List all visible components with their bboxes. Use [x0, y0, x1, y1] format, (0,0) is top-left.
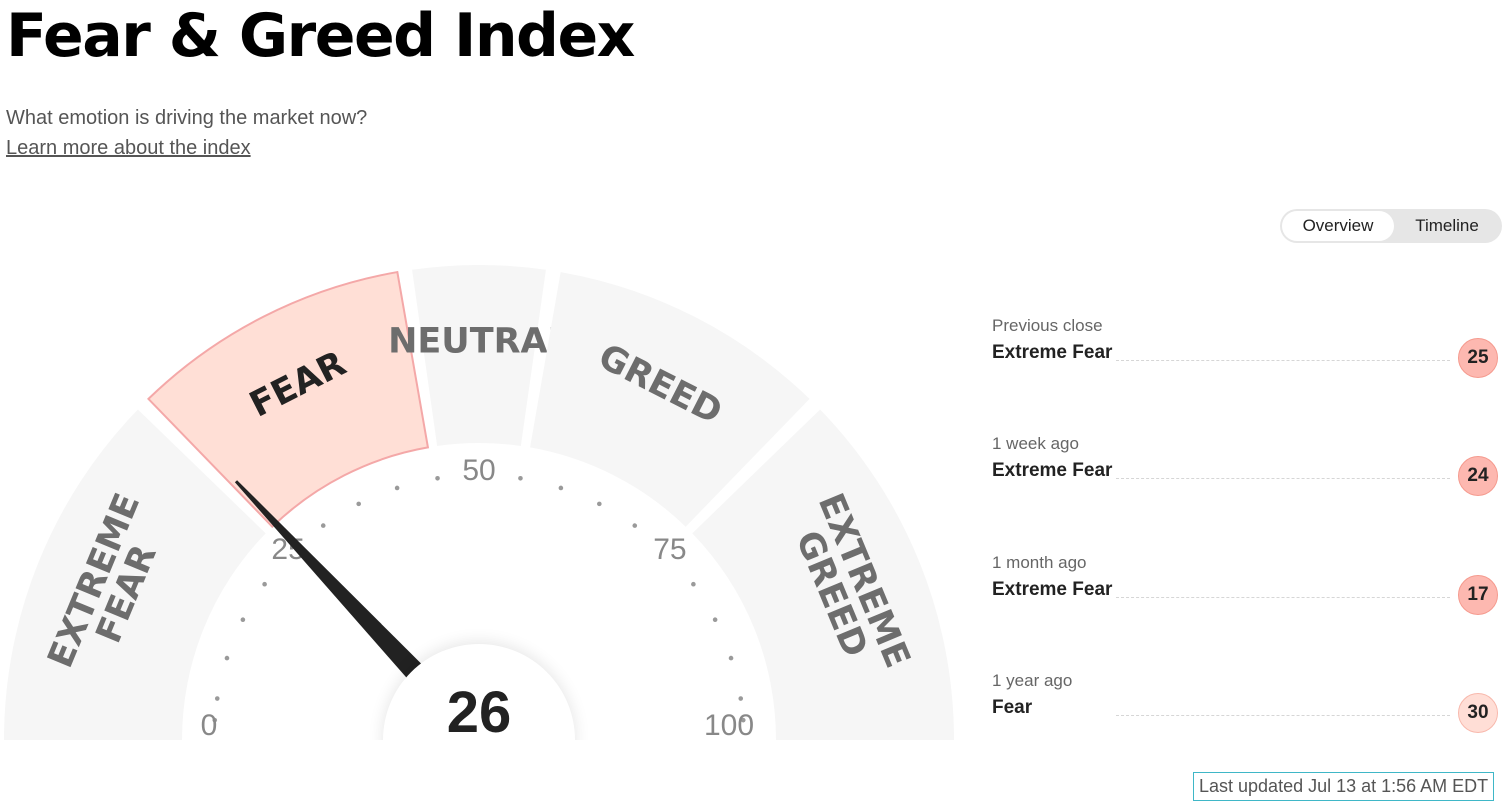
leader-line [1116, 597, 1450, 598]
gauge-tick-label: 100 [704, 709, 754, 742]
gauge-dot [224, 655, 230, 661]
history-rating: Fear [992, 697, 1033, 718]
history-label: 1 month ago [992, 553, 1087, 572]
gauge-segment-fear [147, 270, 430, 529]
history-rating: Extreme Fear [992, 579, 1113, 600]
gauge-needle [234, 480, 440, 697]
history-label: 1 week ago [992, 434, 1079, 453]
gauge-dot [691, 581, 696, 587]
gauge-baseline-mask [0, 740, 960, 807]
gauge-tick-label: 50 [462, 454, 495, 487]
history-1-year-ago: 1 year ago Fear 30 [992, 671, 1498, 771]
gauge-segment-neutral [412, 265, 546, 446]
last-updated-timestamp: Last updated Jul 13 at 1:56 AM EDT [1193, 772, 1495, 801]
gauge-dot [214, 696, 220, 701]
learn-more-link[interactable]: Learn more about the index [6, 137, 251, 159]
gauge-tick-label: 0 [201, 709, 218, 742]
leader-line [1116, 715, 1450, 716]
page-title: Fear & Greed Index [6, 1, 635, 71]
history-label: Previous close [992, 316, 1103, 335]
gauge-dot [212, 717, 218, 723]
page-subtitle: What emotion is driving the market now? [6, 107, 368, 129]
history-value-badge: 24 [1458, 456, 1498, 496]
history-value-badge: 25 [1458, 338, 1498, 378]
gauge-dot [558, 485, 564, 491]
history-1-week-ago: 1 week ago Extreme Fear 24 [992, 434, 1498, 534]
gauge-dot [740, 717, 746, 723]
gauge-dot [394, 485, 400, 491]
leader-line [1116, 360, 1450, 361]
gauge-segment-extreme-greed [692, 409, 954, 740]
gauge-dot [518, 475, 523, 481]
gauge-value: 26 [447, 680, 512, 745]
gauge-dot [728, 655, 734, 661]
gauge-dot [632, 523, 638, 528]
history-rating: Extreme Fear [992, 460, 1113, 481]
leader-line [1116, 478, 1450, 479]
history-1-month-ago: 1 month ago Extreme Fear 17 [992, 553, 1498, 653]
history-rating: Extreme Fear [992, 342, 1113, 363]
gauge-tick-label: 75 [653, 533, 686, 566]
history-label: 1 year ago [992, 671, 1073, 690]
gauge-dot [320, 523, 326, 528]
gauge-dot [240, 617, 246, 622]
gauge-dot [435, 475, 440, 481]
view-toggle: Overview Timeline [1280, 209, 1502, 243]
gauge-dot [262, 581, 267, 587]
gauge-segment-greed [530, 272, 810, 527]
gauge-dot [738, 696, 744, 701]
gauge-dot [597, 501, 602, 507]
gauge-dot [712, 617, 718, 622]
gauge-segment-extreme-fear [4, 409, 266, 740]
gauge-dot [356, 501, 361, 507]
history-value-badge: 30 [1458, 693, 1498, 733]
tab-overview[interactable]: Overview [1282, 211, 1394, 241]
history-previous-close: Previous close Extreme Fear 25 [992, 316, 1498, 416]
gauge-segment-label-neutral: NEUTRAL [388, 321, 570, 361]
history-value-badge: 17 [1458, 575, 1498, 615]
tab-timeline[interactable]: Timeline [1415, 216, 1479, 235]
